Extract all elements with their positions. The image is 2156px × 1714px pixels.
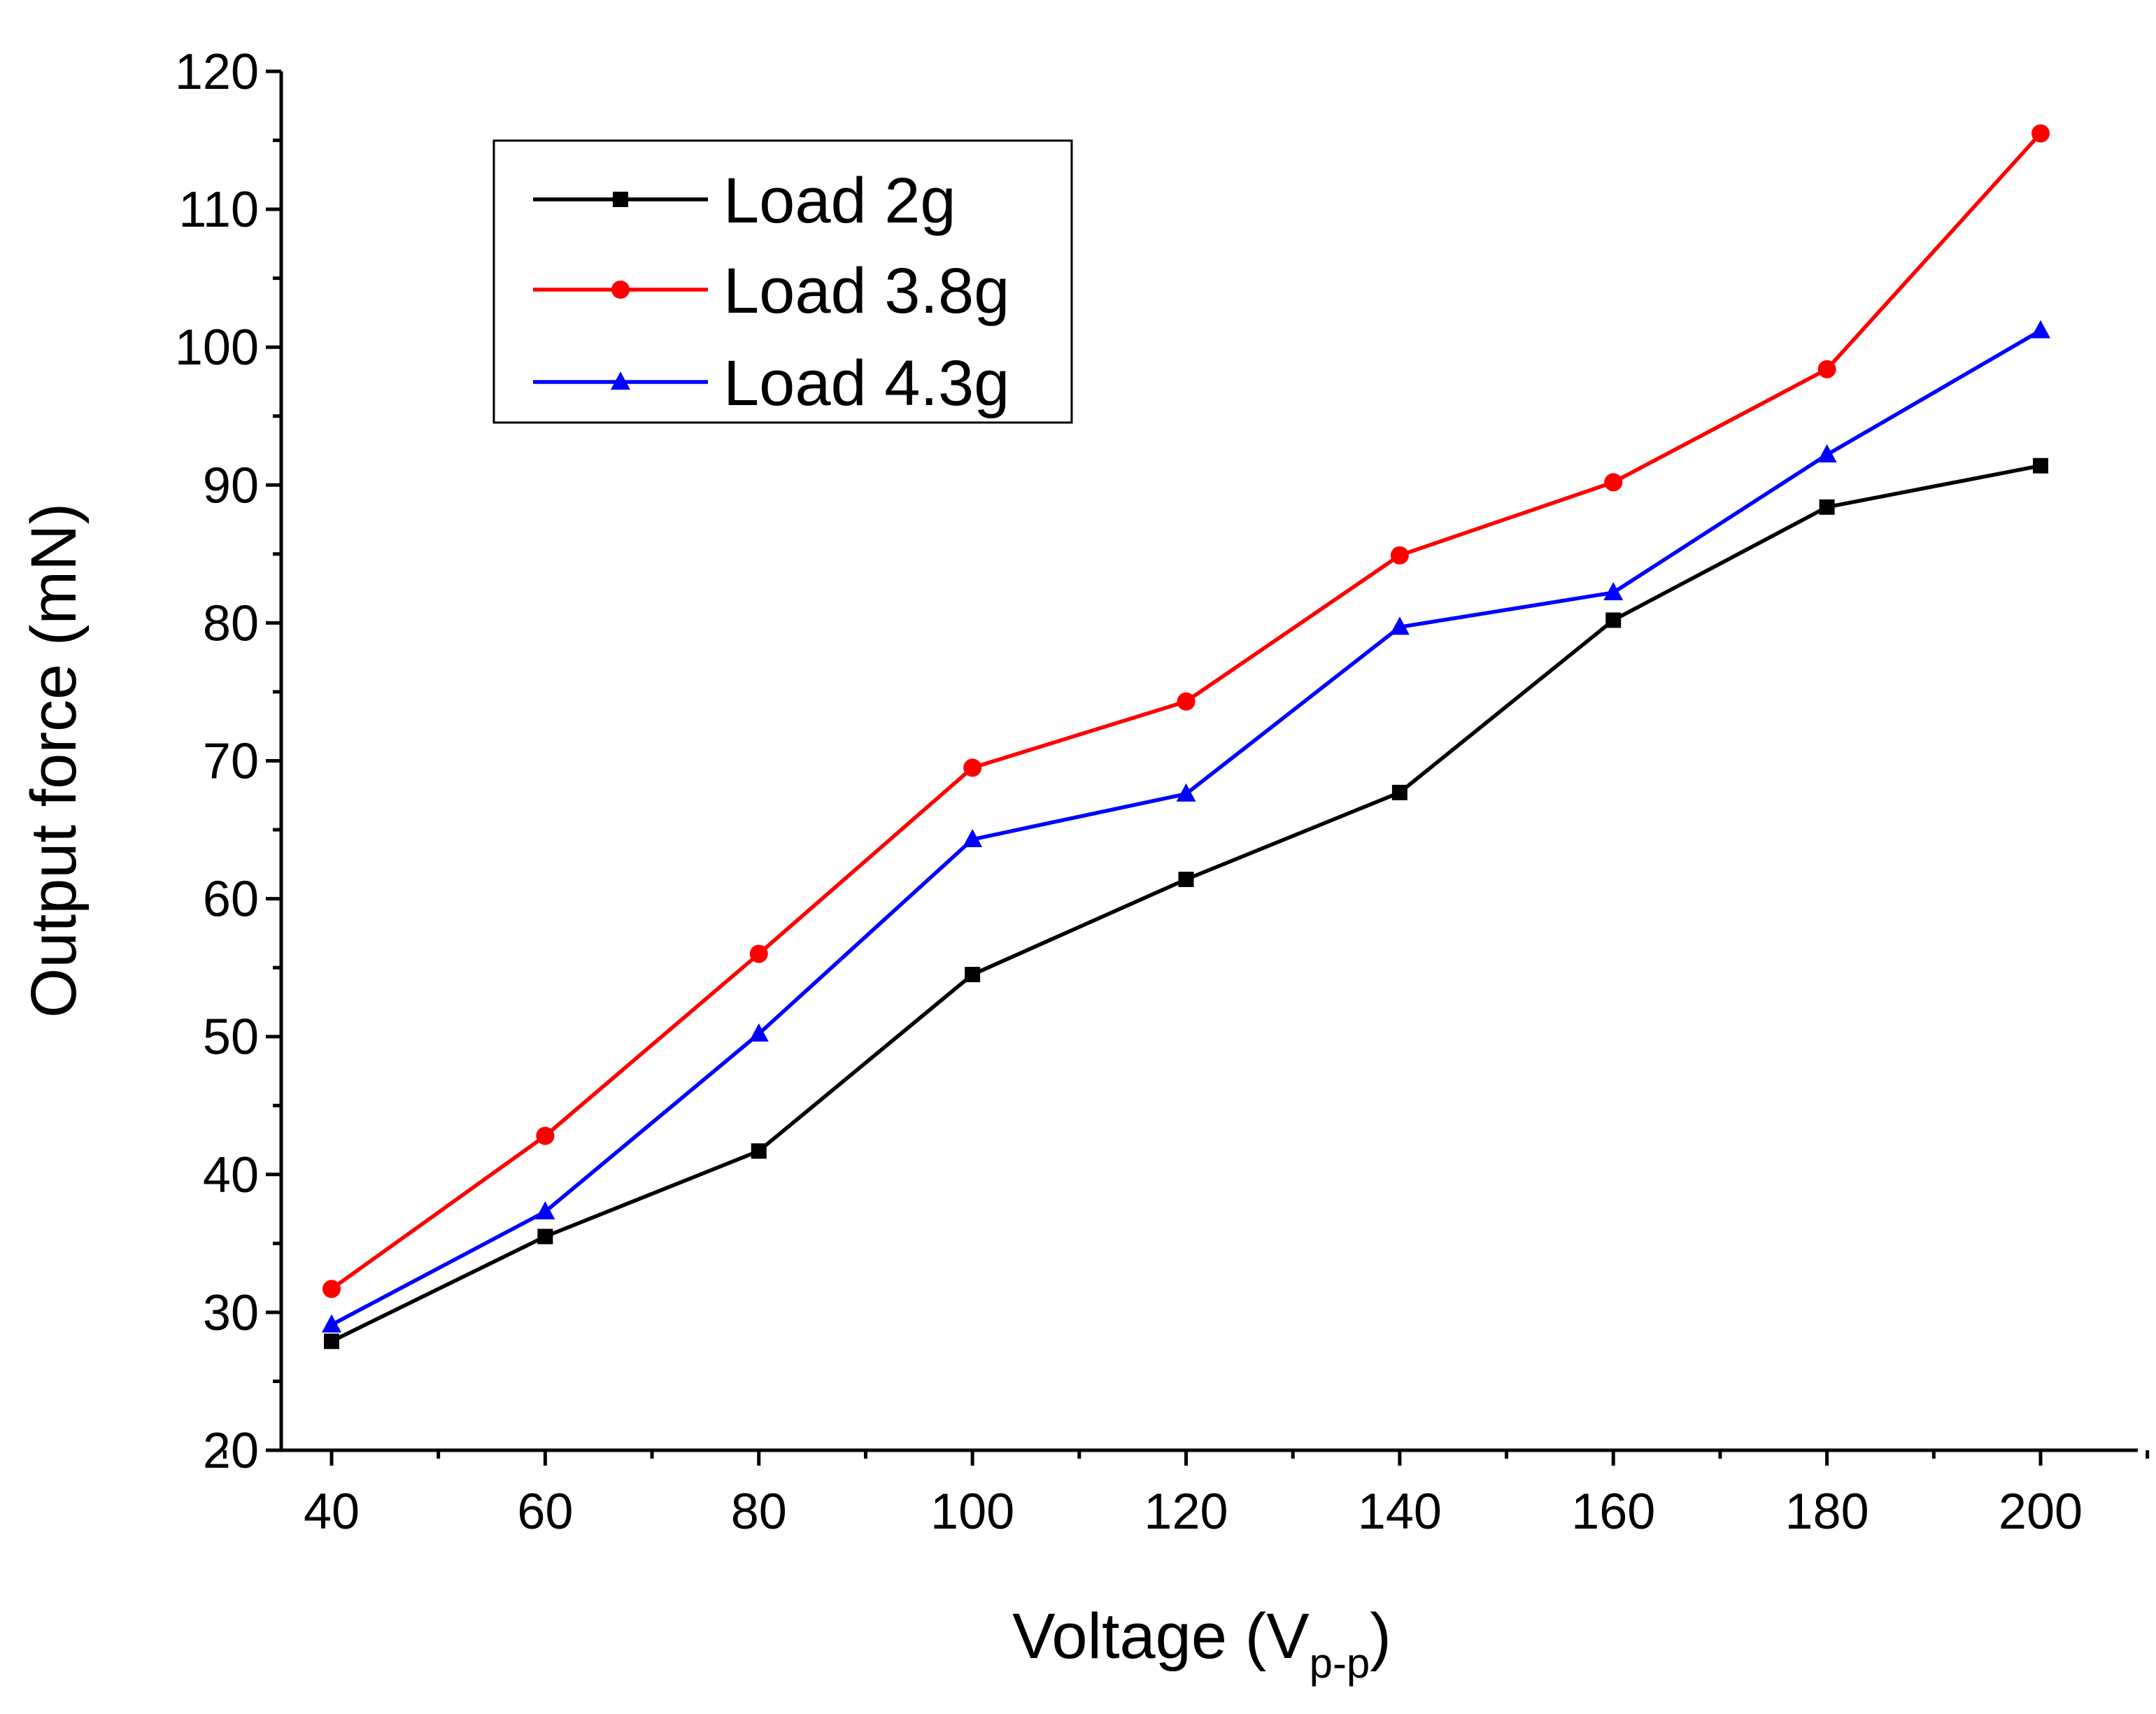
data-point <box>1176 783 1196 802</box>
y-tick-label: 40 <box>203 1147 259 1203</box>
data-point <box>324 1333 339 1350</box>
x-tick-label: 100 <box>930 1484 1014 1540</box>
y-tick-label: 100 <box>175 320 259 376</box>
series-line-0 <box>330 464 2041 1343</box>
data-point <box>322 1314 341 1333</box>
data-point <box>749 1023 769 1042</box>
data-point <box>1390 546 1409 565</box>
legend-label-1: Load 3.8g <box>723 255 1009 327</box>
data-point <box>963 828 983 847</box>
data-point <box>1817 360 1836 378</box>
data-point <box>535 1201 555 1220</box>
legend-marker-2 <box>611 371 630 390</box>
legend-marker-0 <box>613 192 628 207</box>
data-point <box>1604 473 1623 492</box>
y-axis-ticks <box>266 69 281 1452</box>
x-axis-ticks <box>222 1450 2150 1466</box>
x-tick-label: 160 <box>1571 1484 1655 1540</box>
data-point <box>1603 582 1624 601</box>
y-tick-label: 80 <box>203 595 259 651</box>
data-point <box>751 1143 767 1159</box>
y-tick-label: 60 <box>203 872 259 928</box>
x-tick-label: 200 <box>1999 1484 2083 1540</box>
data-point <box>322 1280 341 1298</box>
series-layer <box>322 124 2050 1350</box>
data-point <box>2031 124 2050 143</box>
legend: Load 2g Load 3.8g Load 4.3g <box>492 139 1073 424</box>
legend-entry-1: Load 3.8g <box>533 255 1009 327</box>
legend-box <box>492 139 1073 424</box>
data-point <box>749 944 768 963</box>
data-point <box>1605 612 1622 628</box>
series-1 <box>322 124 2050 1298</box>
data-point <box>1389 616 1410 635</box>
x-axis-title-suffix: ) <box>1370 1601 1391 1672</box>
data-point <box>1817 444 1837 462</box>
legend-label-2: Load 4.3g <box>723 348 1009 419</box>
data-point <box>2031 320 2050 339</box>
data-point <box>1178 872 1194 888</box>
series-0 <box>324 458 2048 1350</box>
x-tick-label: 180 <box>1785 1484 1869 1540</box>
y-tick-label: 30 <box>203 1285 259 1341</box>
data-point <box>963 758 982 777</box>
y-axis-tick-labels: 20 30 40 50 60 70 80 90 100 110 120 <box>175 44 259 1479</box>
x-tick-label: 80 <box>731 1484 787 1540</box>
series-2 <box>322 320 2050 1333</box>
data-point <box>536 1126 555 1145</box>
y-tick-label: 50 <box>203 1010 259 1065</box>
y-axis-title: Output force (mN) <box>18 503 90 1018</box>
y-tick-label: 70 <box>203 734 259 790</box>
x-axis-title-main: Voltage (V <box>1012 1601 1310 1672</box>
x-axis-tick-labels: 40 60 80 100 120 140 160 180 200 <box>304 1484 2083 1540</box>
data-point <box>537 1228 553 1245</box>
legend-entry-2: Load 4.3g <box>533 348 1009 419</box>
series-line-2 <box>330 329 2042 1327</box>
x-tick-label: 120 <box>1144 1484 1228 1540</box>
x-axis-title-subscript: p-p <box>1310 1640 1370 1687</box>
legend-label-0: Load 2g <box>723 165 956 236</box>
x-tick-label: 40 <box>304 1484 360 1540</box>
x-tick-label: 60 <box>517 1484 573 1540</box>
data-point <box>1391 784 1407 800</box>
y-tick-label: 90 <box>203 458 259 514</box>
legend-marker-1 <box>611 281 630 299</box>
y-tick-label: 110 <box>178 182 259 238</box>
data-point <box>965 967 981 983</box>
data-point <box>2033 458 2048 474</box>
y-tick-label: 20 <box>203 1423 259 1479</box>
data-point <box>1819 499 1835 515</box>
y-tick-label: 120 <box>175 44 259 100</box>
data-point <box>1177 692 1196 711</box>
legend-entry-0: Load 2g <box>533 165 956 236</box>
x-axis-title: Voltage (Vp-p) <box>1012 1601 1391 1687</box>
x-tick-label: 140 <box>1358 1484 1442 1540</box>
